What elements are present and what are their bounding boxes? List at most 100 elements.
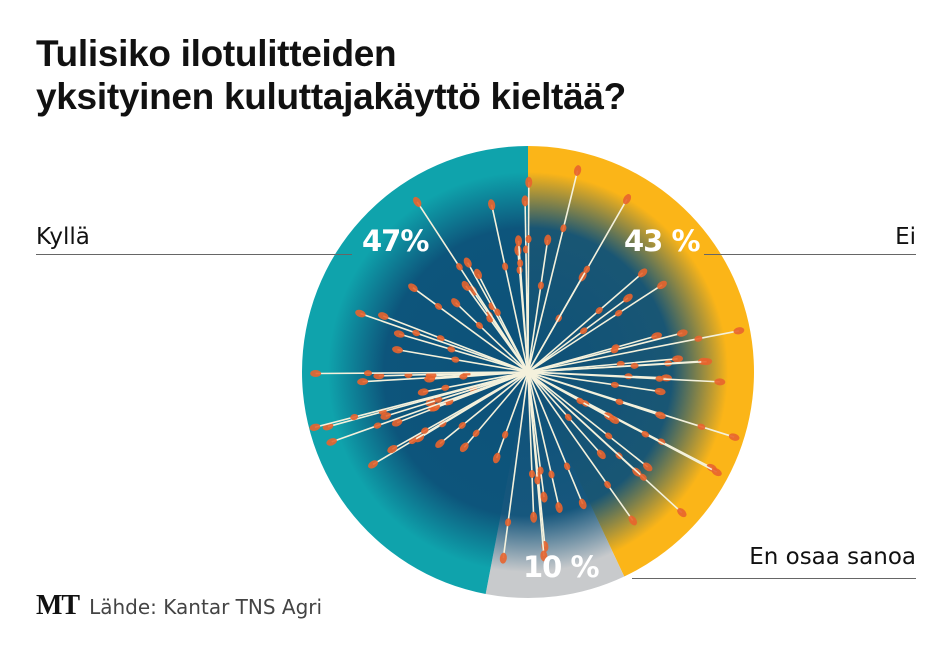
firework-streak [439,371,529,445]
firework-spark [378,312,389,320]
firework-spark [540,491,548,503]
firework-spark [733,327,745,335]
firework-spark [355,309,366,318]
firework-streak [315,371,529,375]
firework-spark [537,281,544,290]
firework-streak [527,182,530,373]
firework-spark [472,429,480,437]
firework-spark [492,452,501,464]
value-label-ei: 43 % [624,224,701,258]
firework-streak [490,204,529,373]
firework-streak [465,285,529,373]
firework-spark [657,280,667,290]
firework-streak [527,371,545,498]
firework-streak [477,273,529,373]
value-label-kylla: 47% [362,224,429,258]
firework-spark [350,414,359,421]
firework-streak [527,297,629,373]
firework-streak [527,371,720,383]
firework-spark [654,388,666,396]
firework-spark [451,356,460,363]
value-label-en-osaa: 10 % [523,550,600,584]
fireworks-decoration [309,165,745,564]
firework-spark [544,234,552,246]
firework-spark [622,194,632,205]
firework-spark [615,398,624,406]
firework-spark [528,469,535,478]
firework-streak [495,371,529,459]
firework-spark [616,360,625,367]
firework-spark [499,552,507,564]
firework-spark [573,165,582,176]
firework-spark [578,498,587,510]
firework-spark [412,329,421,337]
firework-streak [527,371,634,521]
firework-spark [502,430,509,439]
firework-spark [459,442,469,453]
firework-spark [580,327,588,335]
firework-spark [637,268,648,278]
firework-spark [614,309,623,317]
firework-spark [441,384,450,391]
firework-spark [642,462,653,472]
firework-spark [502,262,509,271]
firework-spark [537,466,544,475]
firework-streak [527,371,560,508]
footer: MT Lähde: Kantar TNS Agri [36,590,322,622]
firework-streak [527,371,615,421]
firework-streak [527,239,549,373]
firework-spark [694,335,703,342]
firework-spark [373,422,382,429]
firework-spark [639,473,647,481]
firework-spark [392,346,403,354]
firework-streak [527,371,661,393]
firework-spark [608,415,620,424]
firework-streak [527,371,649,468]
firework-spark [623,293,633,303]
firework-streak [527,198,628,373]
firework-spark [488,199,496,211]
firework-streak [399,333,529,373]
firework-spark [604,480,611,489]
firework-spark [555,502,563,513]
firework-streak [331,371,529,443]
firework-spark [459,373,468,380]
firework-spark [417,388,429,396]
leader-line-ei [704,254,916,255]
firework-spark [461,280,471,291]
firework-streak [412,287,529,373]
firework-spark [641,430,650,438]
firework-spark [525,235,532,244]
firework-streak [527,371,683,514]
firework-spark [522,245,529,254]
firework-spark [701,358,713,366]
firework-spark [424,375,436,383]
firework-spark [505,518,512,527]
firework-streak [527,330,740,373]
firework-spark [605,432,613,440]
mt-logo: MT [36,590,80,621]
firework-spark [447,346,456,353]
firework-streak [527,371,535,518]
firework-streak [455,302,529,373]
firework-streak [527,272,644,373]
firework-streak [397,348,529,373]
leader-line-kylla [36,254,352,255]
firework-spark [515,235,523,247]
firework-spark [728,433,740,441]
firework-spark [697,423,706,430]
firework-spark [540,550,548,562]
firework-spark [391,418,403,427]
firework-spark [576,397,584,405]
firework-spark [435,439,445,448]
firework-spark [595,306,603,314]
firework-spark [393,330,405,338]
title-line-2: yksityinen kuluttajakäyttö kieltää? [36,76,626,117]
label-ei: Ei [895,224,916,250]
firework-spark [534,476,541,485]
firework-streak [527,170,579,373]
firework-spark [451,298,461,308]
firework-spark [408,283,418,293]
firework-spark [564,413,572,421]
